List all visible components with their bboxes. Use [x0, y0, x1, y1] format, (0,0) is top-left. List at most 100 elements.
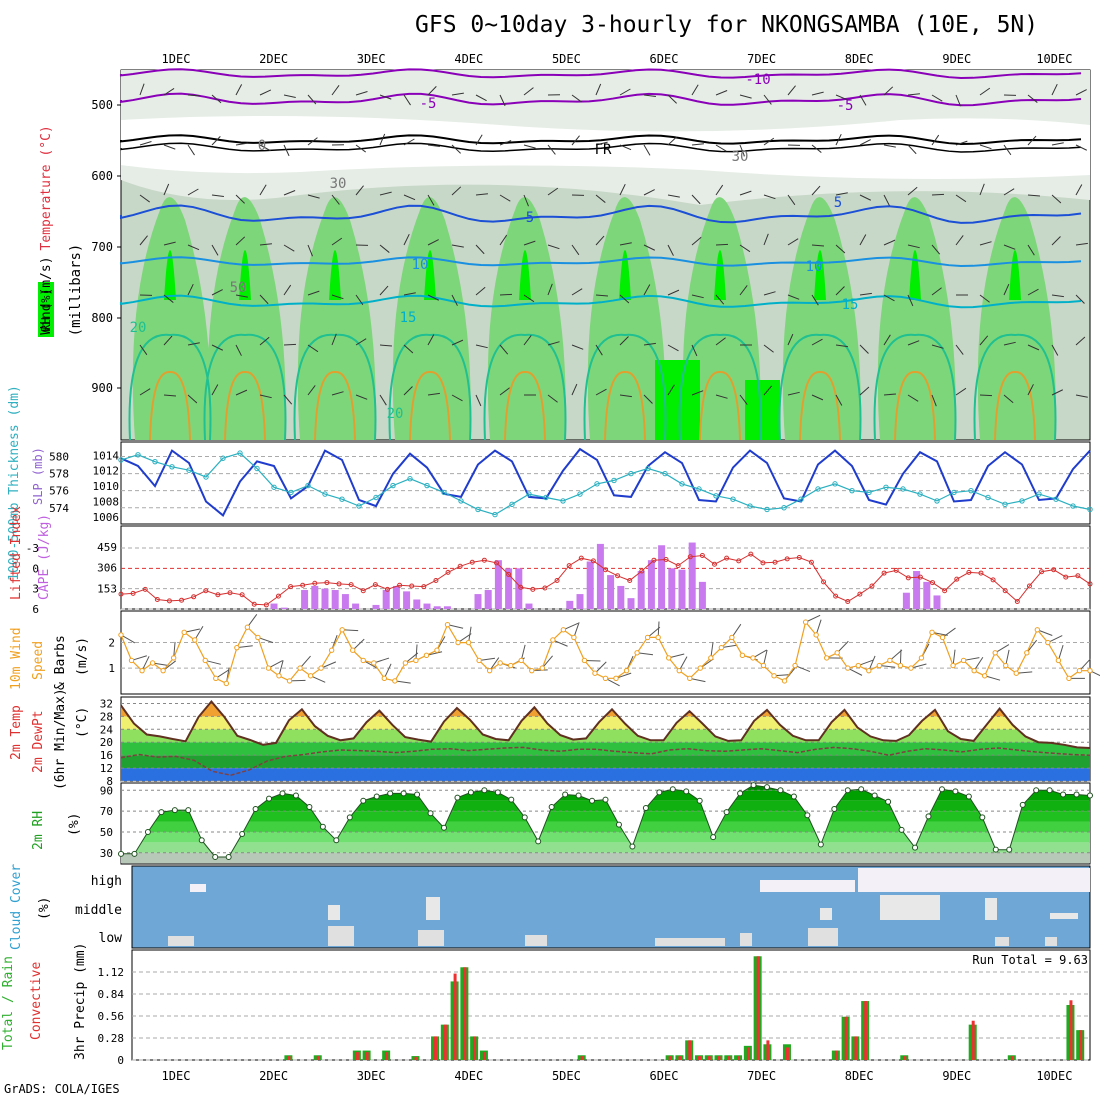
thickness-point: [458, 498, 464, 504]
x-tick-bottom: 5DEC: [552, 1069, 581, 1083]
x-tick-top: 5DEC: [552, 52, 581, 66]
rh-band: [121, 842, 1090, 853]
wind-point: [486, 667, 493, 674]
li-point: [869, 583, 875, 589]
rh-core: [239, 250, 251, 300]
rh-point: [979, 814, 986, 821]
wind-barb: [667, 344, 679, 352]
thickness-point: [1002, 501, 1008, 508]
rh-point: [871, 792, 878, 799]
thickness-point: [1019, 498, 1025, 504]
wind-barb: [595, 235, 605, 246]
wind-point: [539, 665, 546, 671]
wind-barb: [163, 335, 173, 346]
wind-point: [392, 678, 398, 684]
wind-barb: [907, 186, 918, 196]
wind-barb: [787, 194, 796, 206]
wind-point: [781, 678, 788, 684]
wind-barb: [547, 341, 560, 346]
wind-barb: [355, 394, 368, 400]
li-point: [493, 560, 499, 566]
rh-tick: 30: [100, 847, 113, 860]
rh-point: [158, 809, 165, 816]
wind-point: [434, 647, 440, 653]
wind-barb: [235, 142, 248, 146]
cape-bar: [352, 603, 360, 609]
li-tick: -3: [26, 542, 39, 555]
li-point: [687, 554, 693, 560]
wind-point: [571, 634, 577, 641]
li-point: [857, 591, 863, 597]
rh-point: [790, 793, 797, 800]
precip-tick: 0.84: [98, 988, 125, 1001]
contour-label: 15: [400, 310, 417, 326]
wind-point: [371, 660, 377, 666]
wind-barb: [931, 287, 942, 296]
wind-barb: [931, 244, 941, 255]
wind-barb: [499, 387, 510, 396]
thickness-point: [1087, 506, 1093, 513]
wind-barb: [331, 294, 344, 300]
thickness-point: [424, 482, 430, 489]
rh-core: [909, 250, 921, 300]
low-cloud: [1045, 937, 1057, 946]
wind-point: [813, 632, 819, 638]
wind-point: [876, 662, 883, 669]
rh-point: [198, 837, 205, 844]
wind-barb: [163, 394, 176, 397]
wind-barb: [595, 141, 608, 146]
wind-point: [908, 665, 914, 671]
x-tick-bottom: 4DEC: [454, 1069, 483, 1083]
thickness-point: [237, 450, 243, 456]
wind-point: [276, 673, 282, 679]
wind-barb: [1003, 341, 1016, 346]
wind-barb: [595, 194, 606, 203]
cloud-ylabel-unit: (%): [37, 897, 52, 920]
wind-barb: [283, 394, 293, 405]
thickness-point: [900, 486, 906, 492]
li-point: [651, 557, 657, 563]
cape-bar: [637, 571, 645, 609]
convective-bar: [1010, 1056, 1014, 1060]
contour-25: [504, 371, 546, 441]
wind-barb: [187, 283, 194, 296]
cape-bar: [668, 568, 676, 609]
wind-barb: [211, 384, 219, 396]
wind-tick: 2: [108, 637, 115, 650]
wind-barb: [187, 188, 199, 196]
wind-barb: [1075, 336, 1086, 346]
thickness-point: [118, 457, 124, 463]
wind-barb: [979, 241, 992, 246]
cape-bar: [678, 569, 686, 609]
mid-cloud: [820, 908, 832, 920]
convective-bar: [482, 1052, 486, 1060]
wind-barb: [355, 91, 368, 96]
contour-label: FR: [595, 142, 612, 158]
cape-bar: [525, 603, 533, 609]
wind-barb: [475, 134, 483, 146]
x-tick-top: 10DEC: [1036, 52, 1072, 66]
wind-point: [1003, 662, 1009, 669]
contour-label: 30: [732, 149, 749, 165]
wind-barb: [811, 394, 824, 401]
precip-frame: [131, 949, 1091, 1061]
contour-20: [128, 333, 212, 441]
wind-barb: [235, 194, 245, 204]
wind-barb: [859, 386, 870, 396]
wind-barb: [451, 339, 464, 346]
wind-point: [560, 627, 567, 633]
li-point: [808, 559, 814, 565]
rh-core: [619, 250, 631, 300]
wind-barb: [235, 389, 248, 396]
temp-ylabel-3: (6hr Min/Max): [53, 688, 68, 790]
li-point: [397, 582, 403, 588]
li-point: [578, 555, 584, 561]
thickness-point: [339, 496, 345, 502]
wind-barb: [1003, 188, 1015, 196]
wind-barb: [355, 185, 364, 196]
contour-label: 0: [258, 138, 266, 154]
wind-barb: [859, 139, 871, 146]
wind-barb: [907, 394, 919, 402]
rh-point: [965, 793, 972, 800]
